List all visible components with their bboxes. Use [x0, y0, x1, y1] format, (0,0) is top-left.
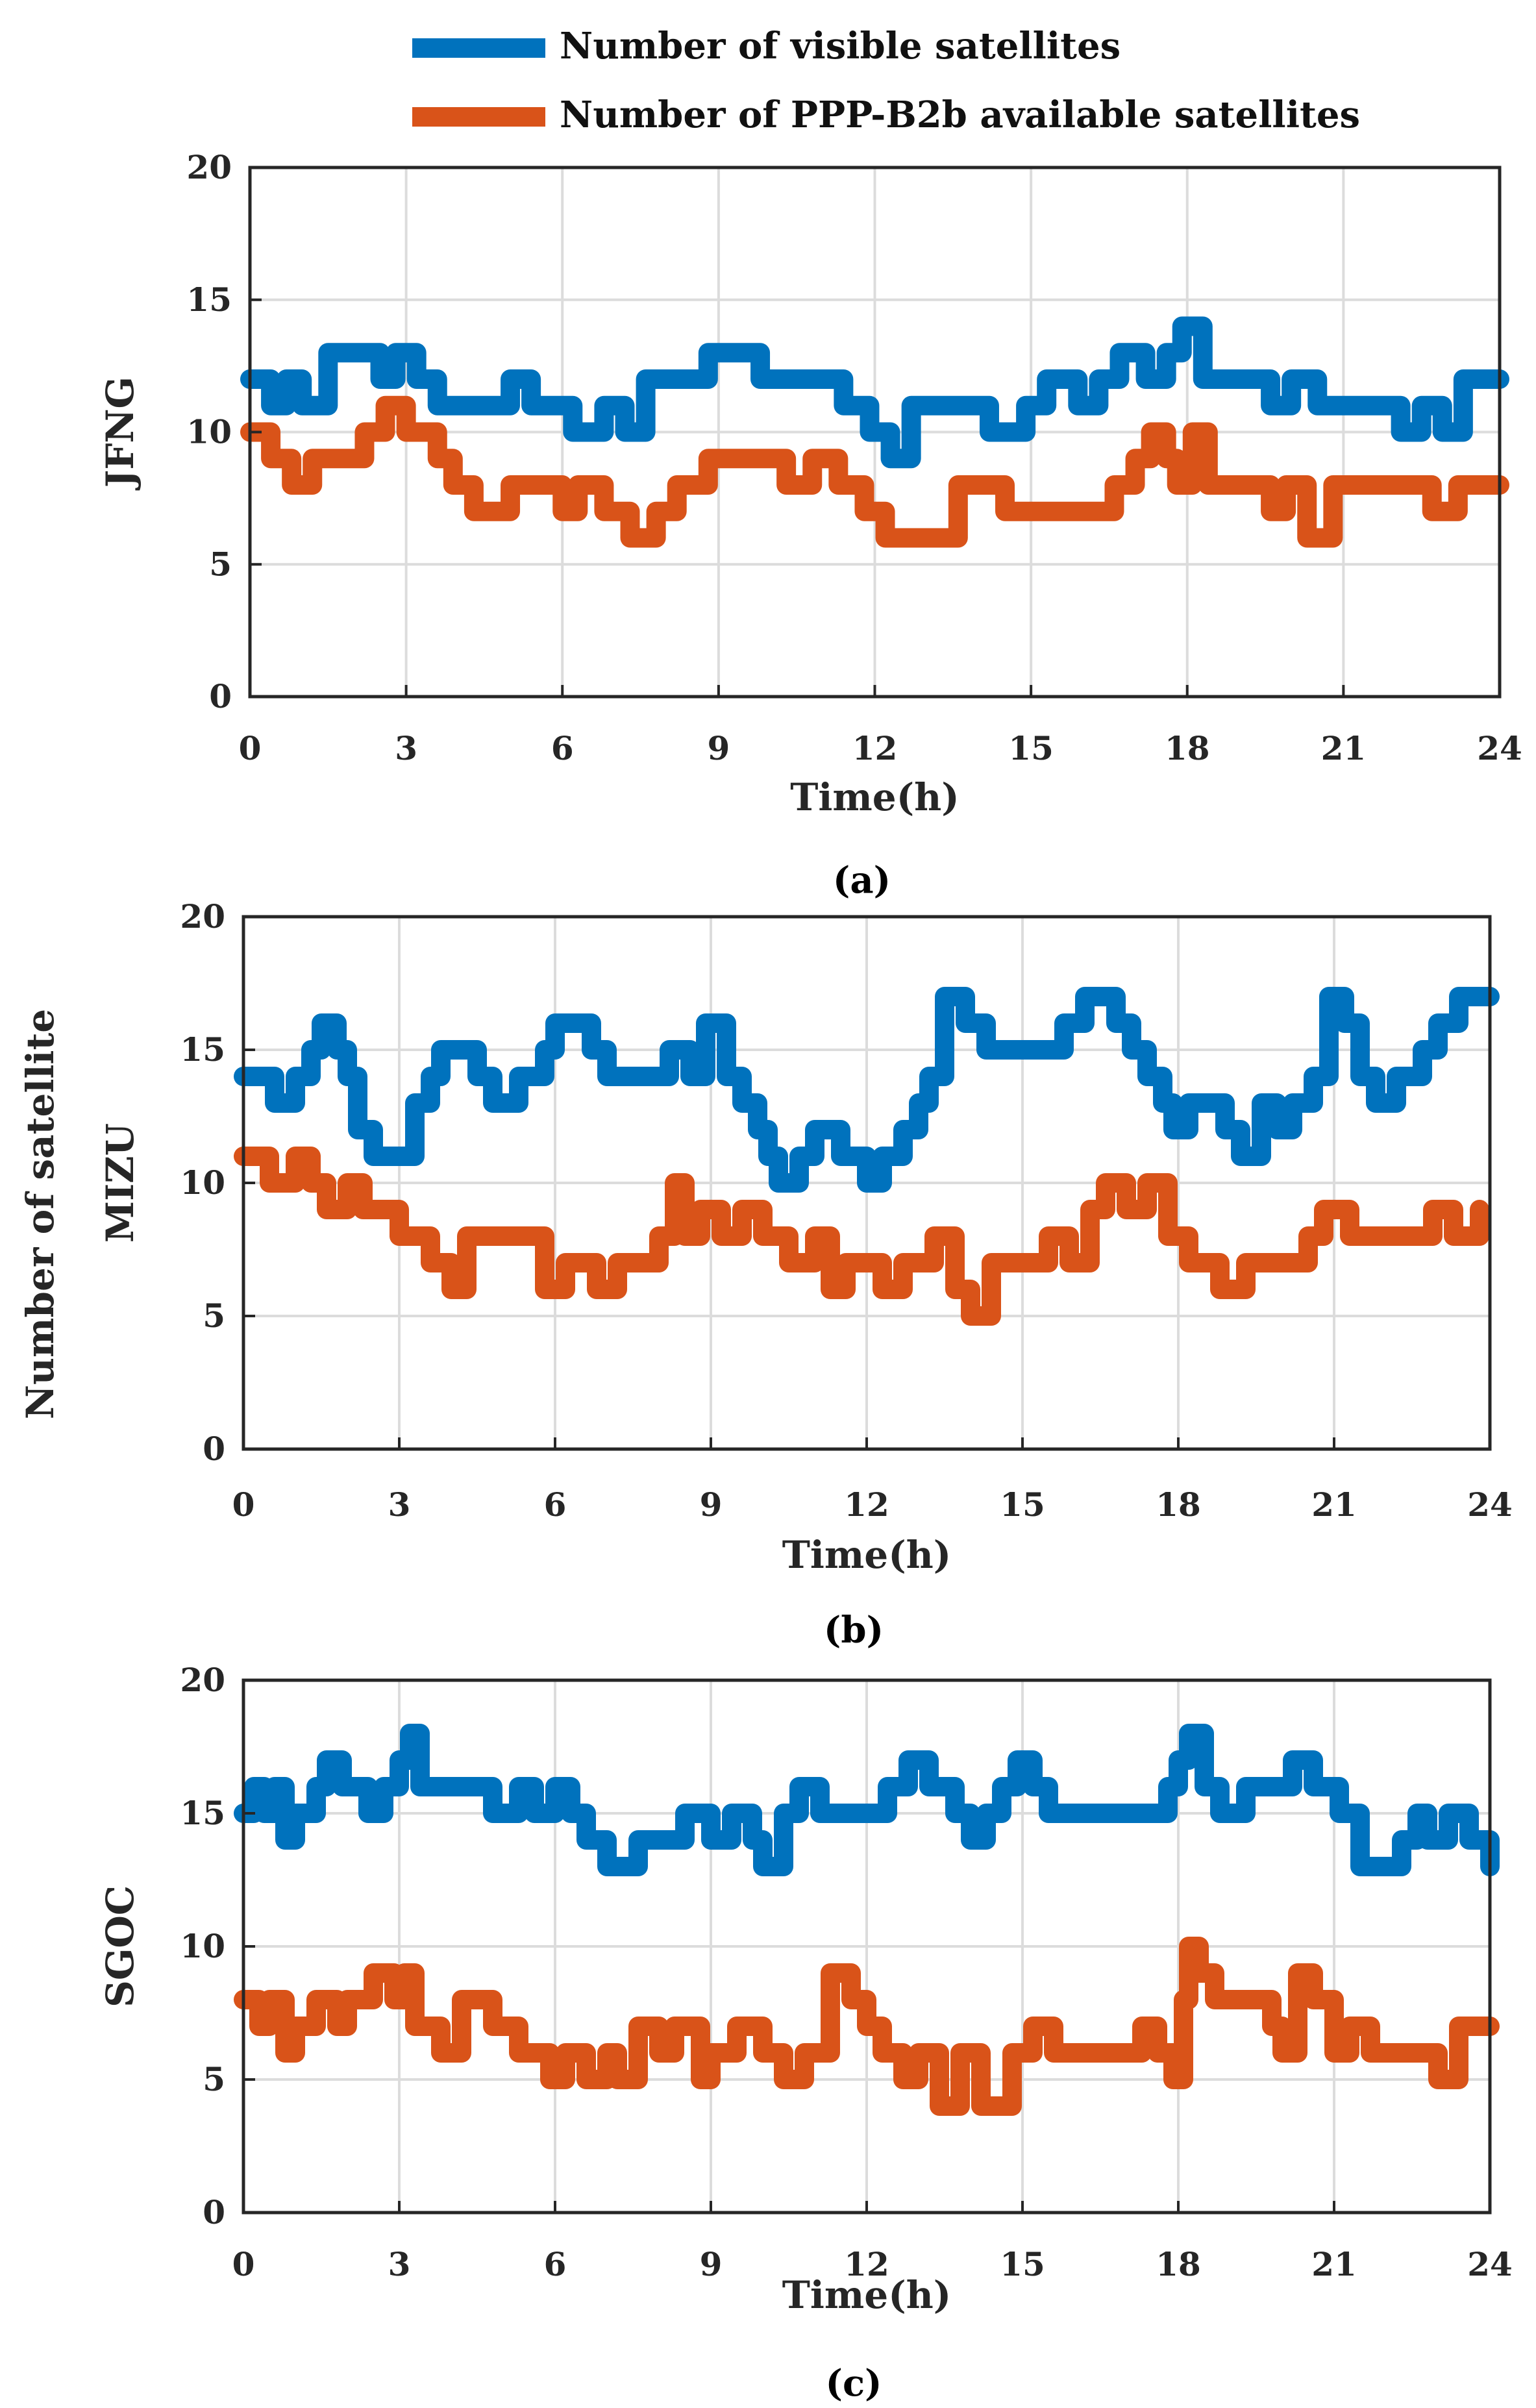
sgoc-x-tick-label: 0 — [232, 2245, 255, 2283]
jfng-caption: (a) — [833, 859, 891, 902]
legend-available-label: Number of PPP-B2b available satellites — [560, 93, 1360, 136]
legend: Number of visible satellites Number of P… — [412, 25, 1360, 136]
mizu-x-tick-label: 15 — [1000, 1485, 1045, 1524]
jfng-x-tick-label: 9 — [707, 729, 730, 767]
jfng-x-tick-label: 3 — [395, 729, 417, 767]
sgoc-x-axis-label: Time(h) — [782, 2273, 952, 2317]
mizu-x-tick-label: 6 — [544, 1485, 567, 1524]
jfng-x-tick-label: 15 — [1008, 729, 1054, 767]
sgoc-x-tick-label: 12 — [844, 2245, 889, 2283]
jfng-x-axis-label: Time(h) — [790, 775, 960, 819]
panel-jfng: 0 3 6 9 12 15 18 21 24 0 5 10 15 20 Time(h) JFNG (a) — [98, 148, 1522, 902]
mizu-x-tick-label: 12 — [844, 1485, 889, 1524]
sgoc-y-tick-label: 5 — [203, 2060, 225, 2098]
jfng-x-tick-label: 24 — [1477, 729, 1522, 767]
mizu-caption: (b) — [824, 1609, 884, 1652]
sgoc-caption: (c) — [825, 2362, 882, 2405]
sgoc-x-tick-label: 15 — [1000, 2245, 1045, 2283]
jfng-series-available — [240, 395, 1509, 548]
sgoc-x-tick-label: 3 — [388, 2245, 411, 2283]
mizu-y-tick-label: 10 — [180, 1163, 225, 1202]
jfng-x-tick-label: 18 — [1165, 729, 1210, 767]
sgoc-series-available — [234, 1937, 1500, 2116]
panel-sgoc: 0 3 6 9 12 15 18 21 24 0 5 10 15 20 Time(h) SGOC (c) — [98, 1661, 1513, 2405]
sgoc-y-tick-label: 15 — [180, 1794, 225, 1832]
jfng-y-tick-label: 5 — [209, 545, 232, 583]
mizu-y-tick-label: 15 — [180, 1030, 225, 1069]
mizu-y-tick-label: 20 — [180, 897, 225, 936]
sgoc-y-axis-label: SGOC — [98, 1885, 142, 2007]
jfng-x-tick-label: 0 — [239, 729, 262, 767]
jfng-y-tick-label: 20 — [186, 148, 232, 186]
mizu-y-axis-label: MIZU — [98, 1123, 142, 1243]
mizu-series-available — [234, 1147, 1489, 1326]
mizu-series-visible — [234, 987, 1500, 1193]
jfng-x-tick-label: 12 — [852, 729, 898, 767]
sgoc-x-tick-label: 24 — [1467, 2245, 1513, 2283]
jfng-series-visible — [240, 316, 1509, 469]
sgoc-series-visible — [234, 1724, 1500, 1876]
jfng-x-tick-label: 21 — [1321, 729, 1367, 767]
sgoc-x-tick-label: 6 — [544, 2245, 567, 2283]
sgoc-y-tick-label: 20 — [180, 1661, 225, 1699]
sgoc-x-tick-label: 9 — [700, 2245, 723, 2283]
legend-visible-label: Number of visible satellites — [560, 25, 1121, 68]
mizu-x-tick-label: 24 — [1467, 1485, 1513, 1524]
mizu-x-tick-label: 3 — [388, 1485, 411, 1524]
mizu-x-tick-label: 0 — [232, 1485, 255, 1524]
jfng-y-axis-label: JFNG — [98, 377, 142, 491]
mizu-y-tick-label: 0 — [203, 1430, 225, 1468]
shared-y-axis-label: Number of satellite — [18, 1009, 62, 1419]
panel-mizu: 0 3 6 9 12 15 18 21 24 0 5 10 15 20 Time(h) MIZU (b) — [98, 897, 1513, 1652]
mizu-x-tick-label: 21 — [1311, 1485, 1357, 1524]
mizu-x-axis-label: Time(h) — [782, 1533, 952, 1577]
sgoc-x-tick-label: 18 — [1156, 2245, 1201, 2283]
jfng-x-tick-label: 6 — [551, 729, 574, 767]
sgoc-x-tick-label: 21 — [1311, 2245, 1357, 2283]
jfng-y-tick-label: 0 — [209, 677, 232, 715]
sgoc-y-tick-label: 0 — [203, 2193, 225, 2231]
sgoc-y-tick-label: 10 — [180, 1927, 225, 1965]
mizu-x-tick-label: 9 — [700, 1485, 723, 1524]
jfng-y-tick-label: 10 — [186, 413, 232, 451]
mizu-x-tick-label: 18 — [1156, 1485, 1201, 1524]
jfng-y-tick-label: 15 — [186, 280, 232, 319]
mizu-y-tick-label: 5 — [203, 1297, 225, 1335]
